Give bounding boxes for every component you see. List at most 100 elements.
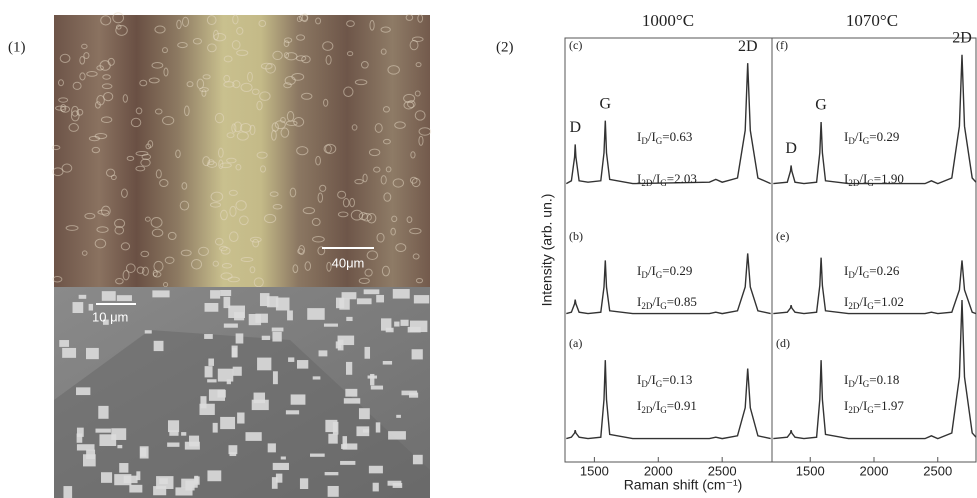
texture-dot <box>184 105 190 117</box>
texture-dot <box>315 17 322 25</box>
texture-dot <box>181 16 190 27</box>
texture-dot <box>269 191 279 197</box>
texture-dot <box>164 256 175 264</box>
texture-dot <box>155 169 162 179</box>
texture-dot <box>299 14 308 22</box>
texture-dot <box>58 97 69 103</box>
texture-dot <box>154 108 163 115</box>
texture-flake <box>181 432 187 436</box>
texture-flake <box>231 345 238 358</box>
texture-dot <box>135 165 146 172</box>
texture-dot <box>103 91 114 102</box>
ratio-part: I <box>637 171 641 186</box>
texture-dot <box>382 106 390 113</box>
texture-dot <box>176 19 182 30</box>
ratio-part: I <box>844 294 848 309</box>
texture-dot <box>81 43 88 50</box>
texture-flake <box>412 454 423 465</box>
texture-flake <box>129 484 143 493</box>
texture-dot <box>102 74 111 80</box>
scale-bar-label: 10 μm <box>92 309 128 324</box>
texture-dot <box>403 101 415 110</box>
texture-dot <box>219 162 232 169</box>
texture-dot <box>115 24 122 30</box>
ratio-part: G <box>656 270 663 280</box>
texture-dot <box>285 52 298 61</box>
texture-dot <box>349 197 355 208</box>
texture-dot <box>229 205 237 217</box>
texture-dot <box>218 147 224 158</box>
texture-flake <box>307 308 325 320</box>
texture-dot <box>130 117 142 128</box>
ratio-part: /I <box>859 171 867 186</box>
texture-dot <box>368 148 381 157</box>
texture-dot <box>251 88 260 95</box>
texture-dot <box>186 81 194 88</box>
ratio-part: /I <box>855 129 863 144</box>
texture-dot <box>325 54 332 65</box>
texture-flake <box>267 443 276 453</box>
texture-dot <box>207 159 215 166</box>
texture-dot <box>239 215 249 226</box>
peak-label: 2D <box>738 38 758 55</box>
texture-dot <box>380 48 387 55</box>
texture-flake <box>229 452 237 457</box>
texture-flake <box>275 473 283 483</box>
texture-dot <box>140 250 150 258</box>
optical-micrograph <box>54 15 430 287</box>
texture-dot <box>360 61 369 69</box>
ratio-part: D <box>641 136 648 146</box>
texture-flake <box>116 295 132 302</box>
x-tick-label: 2500 <box>708 463 737 478</box>
texture-dot <box>152 271 162 278</box>
ratio-part: =1.97 <box>874 398 905 413</box>
texture-dot <box>202 156 211 167</box>
peak-label: G <box>815 97 827 114</box>
texture-dot <box>317 246 326 256</box>
ratio-part: I <box>844 171 848 186</box>
ratio-part: /I <box>648 263 656 278</box>
texture-dot <box>91 146 101 154</box>
texture-flake <box>332 421 339 435</box>
texture-dot <box>284 37 293 43</box>
texture-dot <box>206 15 217 26</box>
texture-dot <box>212 260 219 267</box>
texture-dot <box>213 29 219 41</box>
texture-dot <box>228 189 238 196</box>
plot-frame <box>564 37 977 463</box>
texture-flake <box>340 460 356 465</box>
texture-dot <box>240 82 253 93</box>
texture-flake <box>208 358 214 366</box>
texture-flake <box>114 474 132 486</box>
texture-flake <box>255 313 268 323</box>
texture-dot <box>226 157 237 164</box>
texture-dot <box>415 62 422 68</box>
texture-flake <box>368 465 383 474</box>
texture-flake <box>204 366 213 378</box>
panel-label: (c) <box>569 38 582 52</box>
texture-dot <box>342 198 350 208</box>
texture-dot <box>235 200 247 211</box>
texture-dot <box>145 143 152 150</box>
texture-flake <box>339 298 350 310</box>
texture-flake <box>228 305 246 319</box>
texture-flake <box>324 472 339 476</box>
chart-title: 1070°C <box>846 11 898 30</box>
texture-dot <box>233 121 243 133</box>
texture-dot <box>417 13 424 23</box>
texture-flake <box>204 302 219 312</box>
ratio-part: 2D <box>848 301 860 311</box>
texture-dot <box>209 202 222 208</box>
ratio-part: I <box>844 372 848 387</box>
texture-dot <box>52 167 64 177</box>
texture-dot <box>96 226 109 233</box>
texture-dot <box>385 166 392 173</box>
texture-dot <box>392 178 405 188</box>
texture-dot <box>418 127 432 136</box>
ratio-part: G <box>867 405 874 415</box>
sem-texture <box>59 289 430 498</box>
texture-flake <box>358 408 370 420</box>
ratio-part: G <box>863 136 870 146</box>
texture-dot <box>114 218 126 228</box>
texture-dot <box>252 238 260 248</box>
